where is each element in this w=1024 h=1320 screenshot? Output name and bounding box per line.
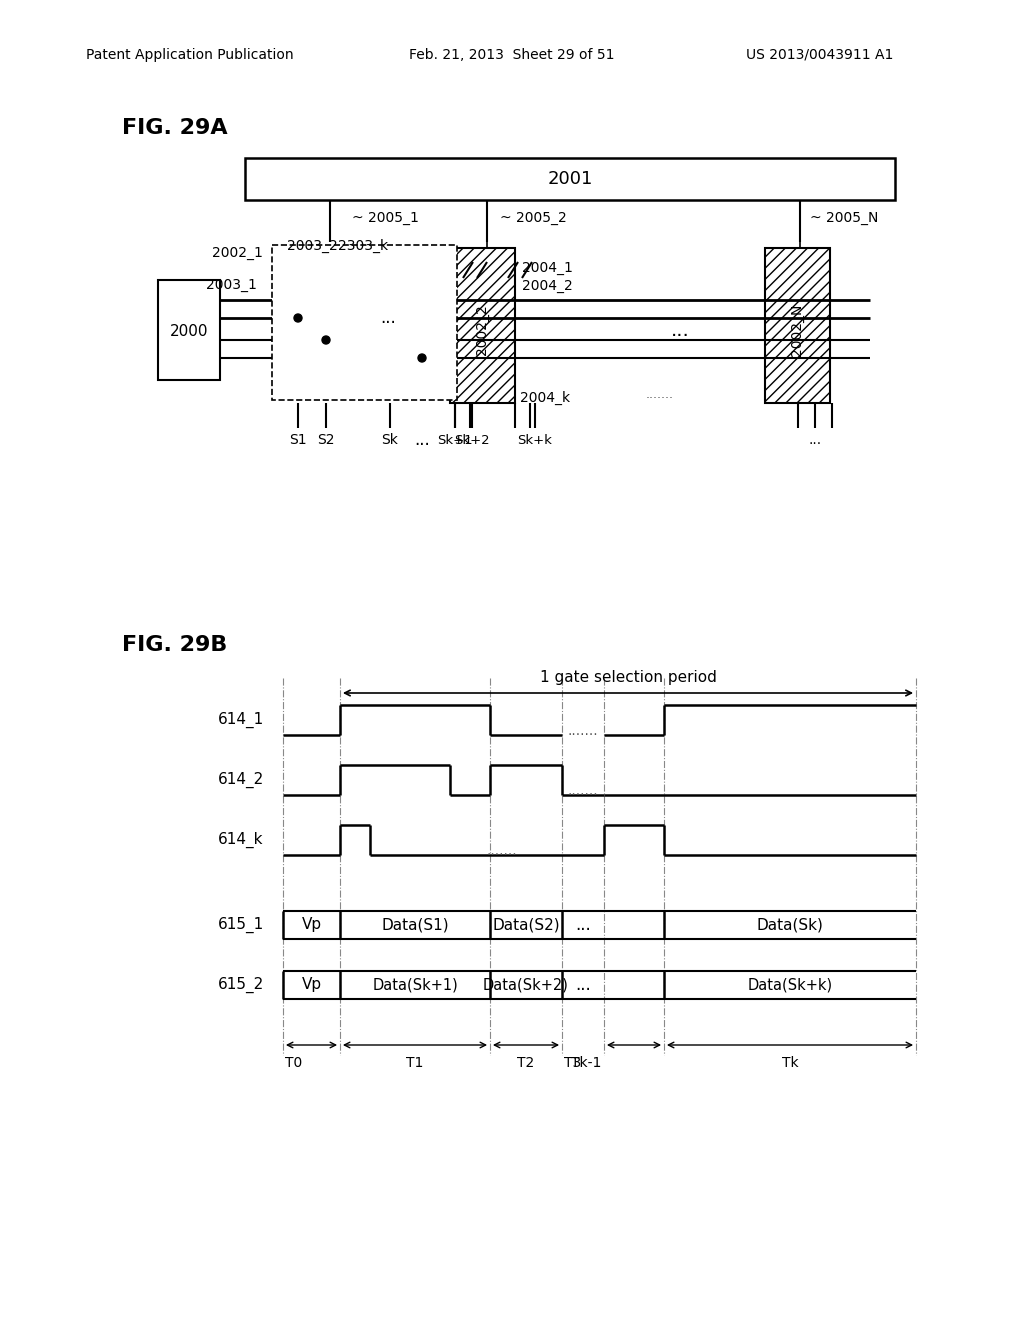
Circle shape: [294, 314, 302, 322]
Circle shape: [418, 354, 426, 362]
Text: Sk+k: Sk+k: [517, 433, 552, 446]
Text: Data(Sk): Data(Sk): [757, 917, 823, 932]
Text: Feb. 21, 2013  Sheet 29 of 51: Feb. 21, 2013 Sheet 29 of 51: [410, 48, 614, 62]
Text: Data(Sk+k): Data(Sk+k): [748, 978, 833, 993]
Text: ...: ...: [671, 321, 689, 339]
Text: 614_k: 614_k: [218, 832, 263, 849]
Text: FIG. 29B: FIG. 29B: [122, 635, 227, 655]
Bar: [765, 248, 830, 403]
Text: Data(Sk+2): Data(Sk+2): [483, 978, 569, 993]
Text: 614_1: 614_1: [218, 711, 264, 729]
Text: Sk+2: Sk+2: [455, 433, 489, 446]
Text: ...: ...: [414, 432, 430, 449]
Text: 2000: 2000: [170, 325, 208, 339]
Text: ...: ...: [380, 309, 396, 327]
Text: T2: T2: [517, 1056, 535, 1071]
Text: T3: T3: [564, 1056, 582, 1071]
Text: 2004_1: 2004_1: [522, 261, 572, 275]
Text: FIG. 29A: FIG. 29A: [122, 117, 227, 139]
Text: 2001: 2001: [547, 170, 593, 187]
Circle shape: [322, 337, 330, 345]
Text: S2: S2: [317, 433, 335, 447]
Text: ~ 2005_1: ~ 2005_1: [352, 211, 419, 224]
Text: 2004_k: 2004_k: [520, 391, 570, 405]
Text: Vp: Vp: [301, 978, 322, 993]
Text: .......: .......: [486, 843, 517, 858]
Text: Data(S1): Data(S1): [381, 917, 449, 932]
Text: S1: S1: [289, 433, 307, 447]
Text: Sk: Sk: [382, 433, 398, 447]
Text: Data(S2): Data(S2): [493, 917, 560, 932]
Text: 2003_1: 2003_1: [206, 279, 257, 292]
Text: US 2013/0043911 A1: US 2013/0043911 A1: [746, 48, 894, 62]
Text: ...: ...: [575, 916, 591, 935]
Bar: [450, 248, 515, 403]
Text: 2002_2: 2002_2: [475, 305, 489, 355]
Text: Patent Application Publication: Patent Application Publication: [86, 48, 294, 62]
Text: Sk+1: Sk+1: [437, 433, 473, 446]
Text: T1: T1: [407, 1056, 424, 1071]
Bar: [158, 280, 220, 380]
Text: .......: .......: [567, 723, 598, 738]
Text: 1 gate selection period: 1 gate selection period: [540, 671, 717, 685]
Text: Vp: Vp: [301, 917, 322, 932]
Text: Tk-1: Tk-1: [570, 1056, 601, 1071]
Bar: [245, 158, 895, 201]
Text: 615_1: 615_1: [218, 917, 264, 933]
Text: ~ 2005_2: ~ 2005_2: [500, 211, 566, 224]
Text: 2003_2: 2003_2: [287, 239, 337, 253]
Text: 2303_k: 2303_k: [338, 239, 388, 253]
Text: .......: .......: [646, 388, 674, 401]
Text: Data(Sk+1): Data(Sk+1): [372, 978, 458, 993]
Text: ...: ...: [808, 433, 821, 447]
Text: 2004_2: 2004_2: [522, 279, 572, 293]
Text: 2002_1: 2002_1: [212, 246, 263, 260]
Bar: [272, 246, 457, 400]
Text: 615_2: 615_2: [218, 977, 264, 993]
Text: T0: T0: [285, 1056, 302, 1071]
Text: ...: ...: [575, 975, 591, 994]
Text: Tk: Tk: [781, 1056, 799, 1071]
Text: 2002_N: 2002_N: [790, 304, 804, 356]
Text: ~ 2005_N: ~ 2005_N: [810, 211, 879, 224]
Text: .......: .......: [567, 784, 598, 799]
Text: 614_2: 614_2: [218, 772, 264, 788]
